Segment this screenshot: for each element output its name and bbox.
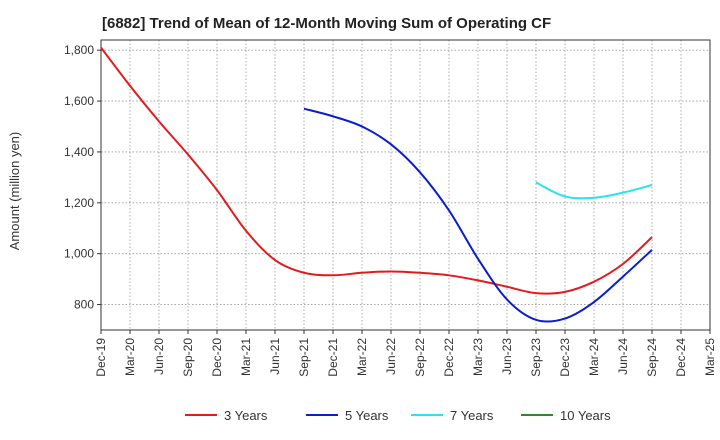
x-tick-label: Sep-21 xyxy=(297,338,311,377)
legend-label: 5 Years xyxy=(345,408,389,423)
x-tick-label: Sep-22 xyxy=(413,338,427,377)
legend-item-7-years: 7 Years xyxy=(411,408,494,423)
x-tick-label: Jun-22 xyxy=(384,338,398,375)
series-lines xyxy=(100,47,653,323)
legend-item-3-years: 3 Years xyxy=(185,408,268,423)
series-line-3-years xyxy=(100,47,653,295)
legend-item-10-years: 10 Years xyxy=(521,408,611,423)
x-tick-label: Dec-23 xyxy=(558,338,572,377)
x-tick-label: Dec-19 xyxy=(94,338,108,377)
x-tick-label: Sep-20 xyxy=(181,338,195,377)
x-tick-label: Mar-23 xyxy=(471,338,485,376)
x-tick-label: Mar-21 xyxy=(239,338,253,376)
y-axis: 800 1,000 1,200 1,400 1,600 1,800 xyxy=(64,43,101,312)
grid xyxy=(101,40,710,330)
legend-label: 3 Years xyxy=(224,408,268,423)
x-tick-label: Jun-23 xyxy=(500,338,514,375)
legend-label: 7 Years xyxy=(450,408,494,423)
x-tick-label: Jun-24 xyxy=(616,338,630,375)
plot-area xyxy=(100,39,711,331)
y-tick-label: 1,000 xyxy=(64,247,94,261)
x-tick-label: Sep-23 xyxy=(529,338,543,377)
y-tick-label: 1,600 xyxy=(64,94,94,108)
x-tick-label: Mar-20 xyxy=(123,338,137,376)
x-tick-label: Jun-20 xyxy=(152,338,166,375)
x-axis: Dec-19 Mar-20 Jun-20 Sep-20 Dec-20 Mar-21 Jun-… xyxy=(94,330,717,377)
y-tick-label: 1,400 xyxy=(64,145,94,159)
series-line-7-years xyxy=(535,181,653,200)
series-line-5-years xyxy=(303,107,653,323)
y-tick-label: 1,800 xyxy=(64,43,94,57)
x-tick-label: Dec-24 xyxy=(674,338,688,377)
legend-label: 10 Years xyxy=(560,408,611,423)
chart-title: [6882] Trend of Mean of 12-Month Moving … xyxy=(102,15,551,32)
y-tick-label: 1,200 xyxy=(64,196,94,210)
legend-item-5-years: 5 Years xyxy=(306,408,389,423)
y-tick-label: 800 xyxy=(74,298,94,312)
x-tick-label: Mar-22 xyxy=(355,338,369,376)
x-tick-label: Sep-24 xyxy=(645,338,659,377)
x-tick-label: Mar-24 xyxy=(587,338,601,376)
x-tick-label: Dec-20 xyxy=(210,338,224,377)
y-axis-label: Amount (million yen) xyxy=(7,132,22,251)
x-tick-label: Mar-25 xyxy=(703,338,717,376)
x-tick-label: Dec-21 xyxy=(326,338,340,377)
x-tick-label: Dec-22 xyxy=(442,338,456,377)
x-tick-label: Jun-21 xyxy=(268,338,282,375)
legend: 3 Years 5 Years 7 Years 10 Years xyxy=(185,408,611,423)
